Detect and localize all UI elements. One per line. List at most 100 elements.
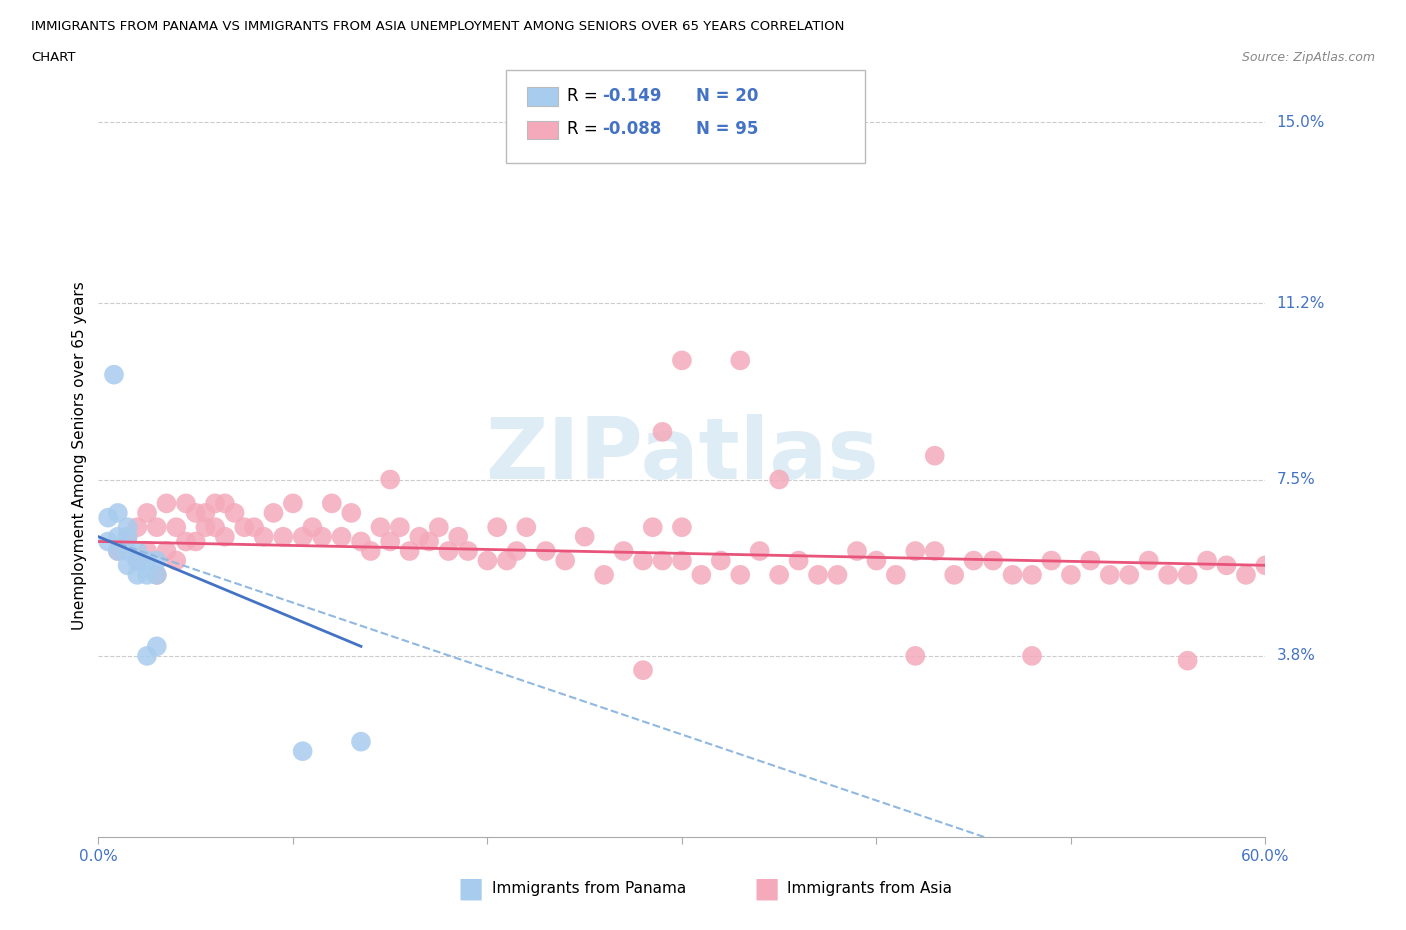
Point (340, 506, 363, 521)
Point (184, 506, 207, 521)
Point (291, 744, 314, 759)
Point (1254, 558, 1277, 573)
Point (127, 544, 149, 559)
Point (194, 520, 217, 535)
Text: R =: R = (567, 86, 603, 105)
Point (311, 529, 333, 544)
Point (107, 529, 129, 544)
Point (690, 567, 713, 582)
Point (515, 520, 537, 535)
Point (1195, 553, 1218, 568)
Point (127, 520, 149, 535)
Point (1021, 648, 1043, 663)
Point (155, 544, 177, 559)
Point (884, 567, 907, 582)
Text: Immigrants from Panama: Immigrants from Panama (492, 881, 686, 896)
Point (651, 553, 673, 568)
Point (233, 520, 256, 535)
Point (671, 520, 693, 535)
Point (107, 506, 129, 521)
Point (807, 567, 830, 582)
Point (1040, 553, 1063, 568)
Text: 3.8%: 3.8% (1277, 648, 1316, 663)
Point (146, 567, 169, 582)
Point (486, 520, 509, 535)
Point (262, 506, 284, 521)
Point (146, 567, 169, 582)
Point (631, 553, 654, 568)
Text: N = 20: N = 20 (696, 86, 758, 105)
Point (1157, 567, 1180, 582)
Point (554, 553, 576, 568)
Point (370, 520, 392, 535)
Point (904, 648, 927, 663)
Point (477, 553, 499, 568)
Point (408, 529, 430, 544)
Text: 7.5%: 7.5% (1277, 472, 1315, 487)
Point (748, 544, 770, 559)
Point (1118, 567, 1140, 582)
Point (378, 534, 402, 549)
Point (224, 506, 246, 521)
Point (981, 553, 1004, 568)
Point (943, 567, 966, 582)
Point (117, 544, 139, 559)
Point (281, 496, 304, 511)
Point (1177, 567, 1199, 582)
Text: -0.149: -0.149 (602, 86, 661, 105)
Point (671, 553, 693, 568)
Point (787, 553, 810, 568)
Point (174, 534, 197, 549)
Point (117, 520, 139, 535)
Point (1234, 567, 1257, 582)
Text: ■: ■ (754, 874, 779, 902)
Point (117, 529, 139, 544)
Point (904, 544, 927, 559)
Point (174, 496, 197, 511)
Text: CHART: CHART (31, 51, 76, 64)
Point (641, 520, 664, 535)
Point (360, 544, 382, 559)
Point (155, 496, 177, 511)
Point (136, 648, 159, 663)
Point (214, 496, 236, 511)
Point (103, 367, 125, 382)
Text: N = 95: N = 95 (696, 120, 758, 139)
Point (388, 520, 411, 535)
Point (330, 529, 353, 544)
Point (1215, 558, 1237, 573)
Point (1001, 567, 1024, 582)
Point (1021, 567, 1043, 582)
Point (427, 520, 450, 535)
Point (117, 558, 139, 573)
Point (730, 353, 752, 368)
Point (612, 544, 634, 559)
Point (768, 567, 790, 582)
Point (204, 520, 226, 535)
Point (418, 534, 440, 549)
Point (350, 735, 373, 750)
Point (447, 529, 470, 544)
Point (165, 520, 187, 535)
Point (495, 553, 517, 568)
Point (214, 529, 236, 544)
Point (146, 520, 169, 535)
Point (204, 496, 226, 511)
Text: IMMIGRANTS FROM PANAMA VS IMMIGRANTS FROM ASIA UNEMPLOYMENT AMONG SENIORS OVER 6: IMMIGRANTS FROM PANAMA VS IMMIGRANTS FRO… (31, 20, 845, 33)
Point (127, 553, 149, 568)
Point (136, 506, 159, 521)
Point (107, 544, 129, 559)
Point (243, 520, 266, 535)
Point (710, 553, 733, 568)
Point (398, 544, 420, 559)
Point (291, 529, 314, 544)
Point (107, 544, 129, 559)
Text: ■: ■ (458, 874, 484, 902)
Text: R =: R = (567, 120, 603, 139)
Point (136, 567, 159, 582)
Point (146, 639, 169, 654)
Point (631, 663, 654, 678)
Point (1137, 553, 1160, 568)
Text: -0.088: -0.088 (602, 120, 661, 139)
Point (962, 553, 984, 568)
